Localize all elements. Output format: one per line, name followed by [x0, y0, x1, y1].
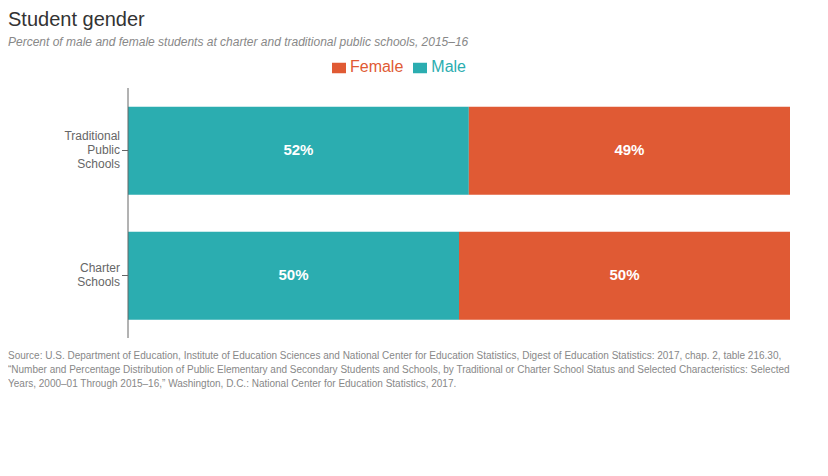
- svg-text:52%: 52%: [283, 141, 313, 158]
- svg-text:49%: 49%: [614, 141, 644, 158]
- html-text:Percent of male and female stu: Percent of male and female students at c…: [8, 35, 469, 49]
- html-text:Female: Female: [350, 58, 404, 75]
- svg-text:CharterSchools: CharterSchools: [77, 261, 120, 289]
- html-text:Student gender: Student gender: [8, 8, 145, 30]
- svg-text:50%: 50%: [278, 266, 308, 283]
- svg-text:TraditionalPublicSchools: TraditionalPublicSchools: [64, 129, 120, 171]
- html-text:Source: U.S. Department of Edu: Source: U.S. Department of Education, In…: [8, 350, 790, 389]
- html-text:Male: Male: [431, 58, 466, 75]
- svg-text:50%: 50%: [609, 266, 639, 283]
